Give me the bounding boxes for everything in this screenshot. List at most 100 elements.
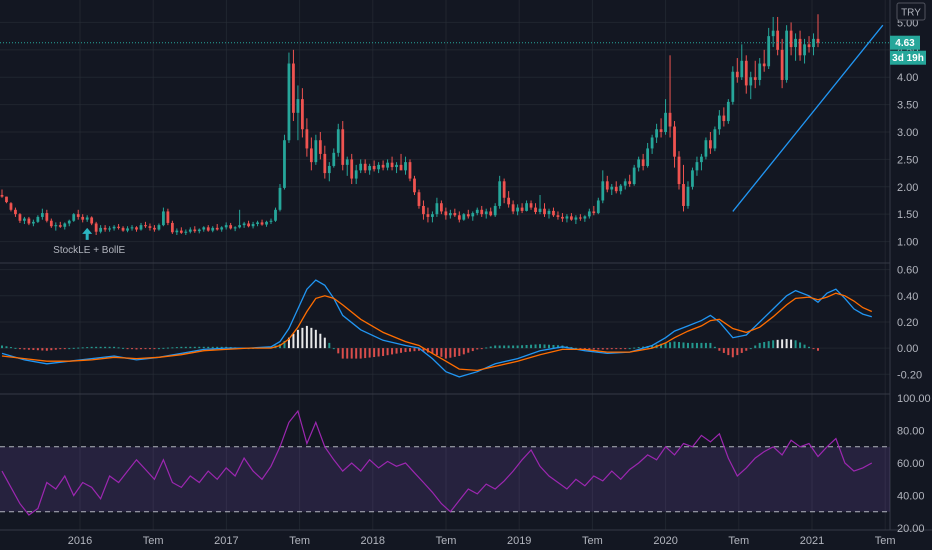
candle-body: [350, 159, 354, 179]
candle-body: [211, 227, 215, 231]
rsi-series: [1, 409, 873, 516]
macd-histogram-bar: [776, 339, 779, 349]
candle-body: [628, 181, 632, 185]
macd-histogram-bar: [740, 348, 743, 353]
macd-histogram-bar: [435, 348, 438, 356]
candle-body: [655, 129, 658, 138]
last-price-tag: 4.63 3d 19h: [890, 35, 926, 65]
macd-histogram-bar: [686, 342, 689, 349]
macd-histogram-bar: [81, 347, 84, 349]
grid-lines: [0, 0, 890, 530]
candle-body: [516, 207, 519, 212]
candle-body: [372, 165, 376, 170]
macd-histogram-bar: [377, 348, 380, 357]
candle-body: [332, 152, 336, 166]
candle-body: [753, 77, 757, 80]
macd-histogram-bar: [54, 348, 57, 350]
macd-histogram-bar: [301, 327, 304, 349]
candle-body: [480, 209, 484, 215]
candle-body: [153, 227, 156, 230]
macd-histogram-bar: [525, 344, 528, 349]
candle-body: [9, 203, 13, 210]
macd-histogram-bar: [494, 345, 497, 349]
candle-body: [565, 216, 569, 219]
candle-body: [305, 129, 309, 149]
candle-body: [58, 225, 62, 227]
candle-body: [265, 221, 268, 225]
price-tick-label: 4.00: [897, 72, 918, 84]
macd-histogram-bar: [292, 333, 295, 349]
macd-histogram-bar: [727, 348, 730, 356]
macd-tick-label: 0.00: [897, 343, 918, 355]
macd-histogram-bar: [162, 347, 165, 349]
macd-histogram-bar: [122, 347, 125, 349]
candle-body: [404, 162, 407, 171]
candle-body: [583, 216, 587, 219]
candle-body: [345, 159, 349, 165]
macd-histogram-bar: [314, 329, 317, 349]
candle-body: [740, 60, 744, 78]
candle-body: [395, 164, 398, 168]
macd-histogram-bar: [512, 345, 515, 349]
macd-histogram-bar: [552, 344, 555, 349]
candle-body: [771, 30, 775, 37]
currency-badge[interactable]: TRY: [896, 2, 926, 21]
candle-body: [126, 228, 129, 231]
macd-histogram-bar: [749, 348, 752, 350]
candle-body: [574, 217, 578, 220]
macd-histogram-bar: [539, 344, 542, 349]
candle-body: [23, 218, 26, 221]
candle-body: [103, 227, 107, 230]
macd-histogram-bar: [373, 348, 376, 358]
macd-histogram-bar: [409, 348, 411, 352]
macd-histogram-bar: [395, 348, 398, 354]
x-tick-label: Tem: [143, 535, 164, 547]
macd-histogram-bar: [651, 345, 654, 349]
macd-histogram-bar: [547, 344, 550, 349]
macd-histogram-bar: [790, 339, 793, 349]
candle-body: [762, 63, 766, 67]
candle-body: [117, 226, 120, 228]
macd-histogram-bar: [713, 346, 716, 349]
macd-histogram-bar: [171, 347, 174, 349]
candle-body: [789, 30, 793, 48]
price-tick-label: 2.00: [897, 182, 918, 194]
price-tick-label: 3.00: [897, 127, 918, 139]
macd-histogram-bar: [507, 345, 510, 349]
candle-body: [677, 156, 681, 185]
macd-histogram-bar: [817, 348, 819, 351]
candle-body: [233, 227, 237, 229]
candle-body: [489, 211, 493, 216]
candle-body: [292, 63, 295, 113]
candle-body: [0, 195, 4, 197]
candle-body: [108, 228, 111, 230]
x-tick-label: Tem: [582, 535, 603, 547]
candle-body: [377, 164, 381, 170]
macd-histogram-bar: [148, 348, 151, 350]
macd-histogram-bar: [803, 344, 806, 349]
candle-body: [318, 140, 322, 154]
candle-body: [444, 211, 448, 216]
candle-body: [700, 156, 703, 163]
macd-histogram-bar: [588, 348, 591, 350]
candle-body: [749, 77, 753, 86]
macd-histogram-bar: [637, 347, 640, 349]
candle-body: [76, 214, 80, 217]
candle-body: [229, 225, 233, 229]
rsi-tick-label: 60.00: [897, 458, 925, 470]
candle-body: [336, 129, 340, 153]
candle-body: [260, 222, 264, 225]
macd-histogram-bar: [350, 348, 353, 359]
macd-histogram-bar: [341, 348, 344, 359]
macd-histogram-bar: [18, 348, 21, 350]
macd-histogram-bar: [166, 347, 169, 349]
macd-histogram-bar: [718, 348, 721, 351]
macd-histogram-bar: [794, 340, 797, 349]
macd-histogram-bar: [431, 348, 434, 354]
trendline: [732, 24, 884, 212]
candle-body: [543, 208, 546, 215]
candle-body: [798, 38, 802, 56]
macd-histogram-bar: [104, 346, 107, 349]
